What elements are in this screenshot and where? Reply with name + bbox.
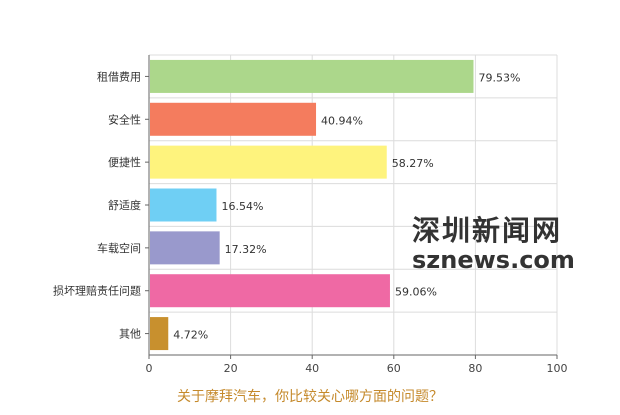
x-tick-label: 60 — [387, 362, 401, 375]
category-label: 租借费用 — [97, 70, 141, 83]
data-label: 58.27% — [392, 157, 434, 170]
sznews-watermark: 深圳新闻网 sznews.com — [412, 214, 575, 275]
bar — [150, 145, 387, 179]
data-label: 16.54% — [221, 200, 263, 213]
category-label: 舒适度 — [108, 198, 141, 212]
category-label: 便捷性 — [108, 155, 141, 169]
data-label: 40.94% — [321, 114, 363, 127]
bar — [150, 188, 217, 222]
category-label: 安全性 — [108, 112, 141, 126]
bar — [150, 317, 169, 351]
category-label: 其他 — [119, 328, 141, 341]
category-label: 损坏理赔责任问题 — [53, 284, 141, 298]
bar — [150, 102, 317, 136]
data-label: 59.06% — [395, 286, 437, 299]
data-label: 79.53% — [478, 71, 520, 84]
x-tick-label: 80 — [468, 362, 482, 375]
x-tick-label: 0 — [146, 362, 153, 375]
category-label: 车载空间 — [97, 241, 141, 255]
chart-caption: 关于摩拜汽车，你比较关心哪方面的问题？ — [177, 389, 443, 405]
x-tick-label: 40 — [305, 362, 319, 375]
watermark-en: sznews.com — [412, 246, 575, 274]
data-label: 17.32% — [225, 243, 267, 256]
bar — [150, 59, 474, 93]
bar — [150, 274, 390, 308]
watermark-cn: 深圳新闻网 — [412, 214, 563, 247]
bar — [150, 231, 220, 265]
x-tick-label: 20 — [224, 362, 238, 375]
data-label: 4.72% — [173, 329, 208, 342]
x-tick-label: 100 — [547, 362, 568, 375]
